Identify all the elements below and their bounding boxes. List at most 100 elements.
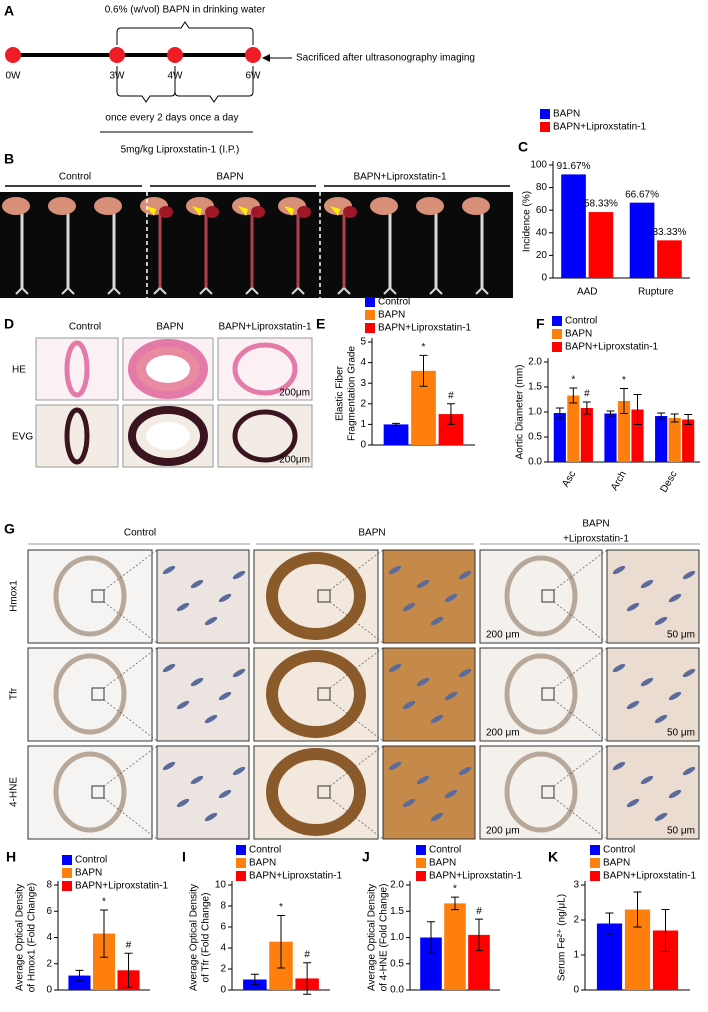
nucleus [388,663,402,673]
error-bar [633,891,642,928]
arrow [192,206,202,216]
bar [596,923,623,990]
y-tick-label: 4 [46,932,52,943]
bar [553,413,566,462]
group-label: BAPN [582,519,609,530]
legend-swatch [540,122,550,132]
stain-label: HE [12,365,26,376]
micrograph [479,549,603,644]
panel-letter: H [6,849,16,865]
marker-label: Hmox1 [9,580,20,612]
roi [91,589,105,603]
aneurysm [159,206,173,218]
error-bar [582,401,591,415]
treatment-label: 5mg/kg Liproxstatin-1 (I.P.) [121,145,240,156]
nucleus [176,602,190,612]
panel-letter: B [4,151,14,167]
annotation: # [126,940,132,951]
legend-swatch [416,871,426,881]
panel-letter: A [4,3,14,19]
roi [91,687,105,701]
micrograph [479,647,603,742]
nucleus [458,570,472,580]
nucleus [218,593,232,603]
panel-letter: D [4,316,14,332]
y-tick-label: 10 [215,880,227,891]
legend-swatch [590,858,600,868]
nucleus [190,677,204,687]
legend-label: BAPN [603,858,630,869]
legend-label: BAPN+Liproxstatin-1 [429,871,523,882]
legend-swatch [236,871,246,881]
nucleus [640,775,654,785]
error-bar [569,387,578,404]
error-bar [475,918,483,952]
aorta-branch [251,287,259,295]
legend-swatch [365,297,375,307]
value-label: 58.33% [584,199,618,210]
y-tick-label: 0.5 [390,958,404,969]
scale-label: 200 μm [486,630,520,641]
error-bar [633,394,642,425]
value-label: 66.67% [625,189,659,200]
annotation: * [422,342,426,353]
vessel [504,555,578,637]
vessel [266,650,366,738]
error-bar [657,412,666,420]
error-bar [100,909,108,958]
aorta-branch [343,287,351,295]
vessel [53,555,127,637]
x-tick-label: Desc [659,469,680,494]
annotation: * [622,375,626,386]
y-tick-label: 1 [573,950,579,961]
legend-label: BAPN [565,329,592,340]
nucleus [626,700,640,710]
bar [567,395,580,462]
bar [92,933,116,990]
y-tick-label: 0 [220,985,226,996]
arrow [284,206,294,216]
annotation: * [102,897,106,908]
annotation: # [584,389,590,400]
error-bar [451,896,459,911]
y-axis-title: Fragmentation Grade [347,346,358,441]
bar [617,401,631,462]
nucleus [416,775,430,785]
nucleus [162,565,176,575]
y-tick-label: 0 [541,273,547,284]
micrograph [606,745,700,840]
nucleus [640,677,654,687]
error-bar [250,973,259,986]
y-tick-label: 1.0 [528,407,542,418]
bar [468,934,490,990]
arrow-head [262,54,270,62]
scale-label: 200 μm [486,728,520,739]
legend-label: BAPN [249,858,276,869]
y-tick-label: 0 [573,985,579,996]
zoom-line [329,601,384,644]
legend-label: Control [565,316,597,327]
scale-label: 50 μm [667,826,695,837]
micrograph [27,745,153,840]
legend-label: Control [603,845,635,856]
y-tick-label: 0.5 [528,432,542,443]
y-axis-title: Average Optical Density [15,884,26,991]
panel-letter: C [518,139,528,155]
group-label: BAPN+Liproxstatin-1 [218,322,312,333]
micrograph [156,745,250,840]
legend-swatch [552,316,562,326]
y-axis-title: Serum Fe²⁺ (ng/μL) [557,894,568,981]
drug-label: 0.6% (w/vol) BAPN in drinking water [105,5,266,16]
error-bar [555,407,564,419]
vessel [232,342,298,396]
bar [383,424,409,445]
aneurysm [205,206,219,218]
legend-swatch [236,858,246,868]
nucleus [218,691,232,701]
heart [94,197,122,215]
legend-label: Control [378,297,410,308]
vessel [128,406,208,466]
nucleus [626,602,640,612]
